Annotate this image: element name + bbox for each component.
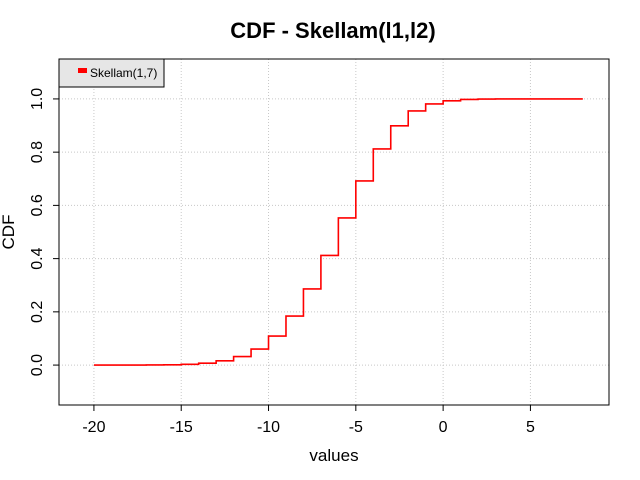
y-tick-label: 0.8 (29, 141, 46, 163)
y-tick-label: 1.0 (29, 88, 46, 110)
series-layer (93, 98, 583, 366)
y-tick-label: 0.6 (29, 194, 46, 216)
plot-frame (58, 58, 610, 406)
x-axis: -20 -15 -10 -5 0 5 (82, 405, 535, 436)
x-tick-label: -20 (82, 419, 105, 436)
chart-title: CDF - Skellam(l1,l2) (230, 18, 435, 43)
legend-label: Skellam(1,7) (90, 66, 157, 80)
x-tick-label: 5 (526, 419, 535, 436)
y-tick-label: 0.4 (29, 247, 46, 269)
x-tick-label: -10 (257, 419, 280, 436)
y-tick-label: 0.0 (29, 354, 46, 376)
x-axis-label: values (309, 446, 358, 465)
grid (59, 59, 609, 405)
legend: Skellam(1,7) (58, 58, 165, 88)
y-tick-label: 0.2 (29, 301, 46, 323)
y-axis: 0.0 0.2 0.4 0.6 0.8 1.0 (29, 88, 59, 376)
cdf-step-line (93, 98, 583, 366)
legend-swatch (78, 68, 87, 73)
x-tick-label: 0 (439, 419, 448, 436)
y-axis-label: CDF (0, 215, 18, 250)
legend-box (58, 58, 165, 88)
x-tick-label: -15 (170, 419, 193, 436)
x-tick-label: -5 (349, 419, 363, 436)
